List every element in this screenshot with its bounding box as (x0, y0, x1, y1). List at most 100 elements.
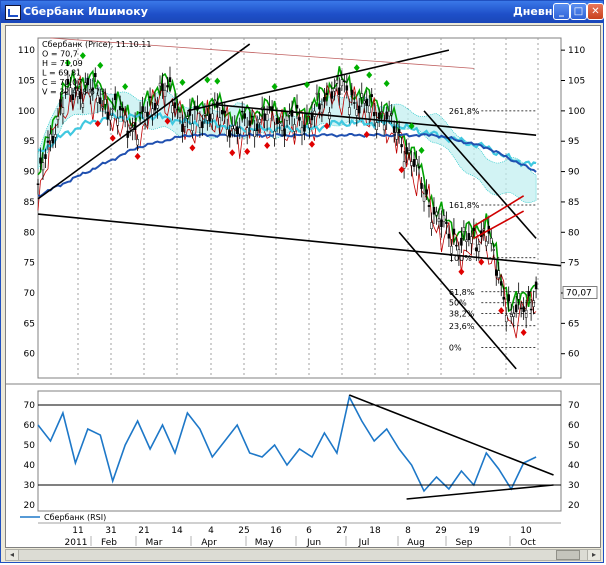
trend-line (37, 43, 251, 200)
trend-line (398, 231, 517, 370)
month-label: Jul (358, 538, 370, 547)
candle-body (365, 98, 368, 106)
candle-body (178, 112, 182, 119)
month-label: May (255, 538, 274, 547)
candle-body (248, 120, 251, 126)
candle-body (278, 122, 281, 124)
candle-body (235, 126, 239, 134)
horizontal-scrollbar[interactable]: ◂ ▸ (5, 549, 601, 561)
candle-body (86, 78, 90, 86)
candle-body (529, 308, 533, 311)
candle-body (348, 107, 351, 115)
candle-body (255, 123, 259, 132)
candle-body (171, 105, 174, 114)
candle-body (111, 108, 114, 110)
candle-body (435, 211, 438, 216)
window-title: Сбербанк Ишимоку (23, 5, 148, 18)
candle-body (108, 114, 112, 121)
candle-body (285, 115, 289, 121)
candle-body (263, 113, 266, 121)
candle-body (238, 127, 241, 135)
candle-body (502, 296, 505, 300)
candle-body (532, 300, 535, 307)
price-info-box: Сбербанк (Price), 11.10.11O = 70,7H = 71… (42, 40, 151, 97)
candle-body (387, 110, 391, 117)
candle-body (123, 114, 127, 123)
candle-body (300, 127, 304, 135)
candle-body (89, 89, 92, 97)
month-label: 2011 (65, 538, 88, 547)
buy-marker (383, 80, 390, 88)
scroll-left-button[interactable]: ◂ (6, 550, 19, 560)
buy-marker (204, 76, 211, 84)
candle-body (375, 122, 378, 130)
month-label: Sep (456, 538, 473, 547)
candle-body (430, 222, 433, 229)
price-frame (37, 37, 562, 379)
rsi-frame (37, 390, 562, 512)
sell-marker (498, 307, 505, 315)
candle-body (382, 124, 386, 131)
buy-marker (353, 64, 360, 72)
candle-body (360, 93, 364, 98)
day-tick-label: 10 (520, 526, 532, 536)
candle-body (308, 123, 311, 129)
rsi-tick-left: 60 (24, 421, 36, 431)
candle-body (198, 119, 202, 128)
trend-line (50, 37, 474, 69)
chart-area[interactable]: 261,8% 161,8% 100% 61,8% 50% 38,2% 23,6% 0% 60 6… (5, 25, 601, 548)
candle-body (91, 87, 95, 91)
candle-body (460, 237, 463, 246)
candle-body (293, 124, 296, 132)
candle-body (103, 99, 107, 105)
maximize-button[interactable]: □ (570, 3, 587, 20)
minimize-button[interactable]: _ (553, 3, 570, 20)
candle-body (221, 109, 224, 115)
candle-body (470, 236, 473, 244)
candle-body (36, 183, 40, 185)
day-tick-label: 6 (306, 526, 312, 536)
candle-body (303, 124, 306, 132)
buy-marker (408, 122, 415, 130)
sell-marker (229, 149, 236, 157)
candle-body (397, 129, 401, 134)
candle-body (71, 94, 75, 100)
candle-body (253, 130, 256, 137)
candle-body (208, 113, 212, 122)
trend-lines (37, 37, 562, 370)
last-price-box (562, 286, 598, 299)
title-bar[interactable]: Сбербанк Ишимоку Дневной _ □ ✕ (1, 1, 604, 23)
rsi-tick-right: 40 (568, 461, 580, 471)
fib-level-label: 38,2% (449, 310, 475, 319)
scroll-right-button[interactable]: ▸ (587, 550, 600, 560)
candle-body (183, 121, 187, 127)
close-button[interactable]: ✕ (587, 3, 604, 20)
rsi-tick-right: 70 (568, 401, 580, 411)
trend-line (217, 103, 537, 136)
sell-marker (478, 258, 485, 266)
buy-marker (64, 59, 71, 67)
buy-marker (79, 52, 86, 60)
tenkan-line (37, 75, 537, 339)
candle-body (223, 110, 227, 114)
trend-line (187, 49, 450, 112)
candle-body (355, 109, 359, 116)
time-axis: 11 31 21 14 4 25 16 6 27 18 8 29 19 10 2011 Feb Mar Apr Ma… (38, 522, 561, 547)
candle-body (367, 105, 371, 113)
last-price-label: 70,07 (566, 289, 592, 299)
candle-body (188, 108, 192, 116)
scroll-thumb[interactable] (556, 550, 580, 560)
candle-body (315, 92, 319, 95)
chart-app-icon[interactable] (5, 5, 21, 20)
trend-line (473, 195, 525, 227)
candle-body (492, 249, 496, 251)
candle-body (138, 111, 142, 114)
price-candles (36, 66, 538, 332)
price-panel (37, 37, 562, 379)
candle-body (325, 92, 329, 96)
month-label: Aug (407, 538, 425, 547)
candle-body (465, 239, 468, 242)
candle-body (534, 281, 538, 290)
chart-canvas[interactable]: 261,8% 161,8% 100% 61,8% 50% 38,2% 23,6% 0% 60 6… (6, 26, 600, 547)
candle-body (283, 128, 286, 137)
